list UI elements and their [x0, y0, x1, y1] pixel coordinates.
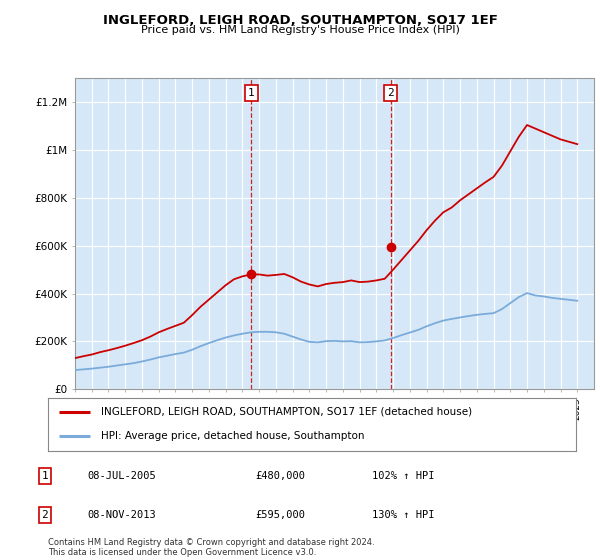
Text: 130% ↑ HPI: 130% ↑ HPI [372, 510, 434, 520]
Text: 08-NOV-2013: 08-NOV-2013 [87, 510, 156, 520]
Text: INGLEFORD, LEIGH ROAD, SOUTHAMPTON, SO17 1EF: INGLEFORD, LEIGH ROAD, SOUTHAMPTON, SO17… [103, 14, 497, 27]
Text: 08-JUL-2005: 08-JUL-2005 [87, 471, 156, 481]
Text: 2: 2 [41, 510, 49, 520]
Text: Contains HM Land Registry data © Crown copyright and database right 2024.
This d: Contains HM Land Registry data © Crown c… [48, 538, 374, 557]
Text: 1: 1 [248, 88, 255, 98]
Text: £480,000: £480,000 [255, 471, 305, 481]
Text: 1: 1 [41, 471, 49, 481]
Text: HPI: Average price, detached house, Southampton: HPI: Average price, detached house, Sout… [101, 431, 364, 441]
Text: INGLEFORD, LEIGH ROAD, SOUTHAMPTON, SO17 1EF (detached house): INGLEFORD, LEIGH ROAD, SOUTHAMPTON, SO17… [101, 407, 472, 417]
Text: 102% ↑ HPI: 102% ↑ HPI [372, 471, 434, 481]
Text: 2: 2 [387, 88, 394, 98]
Text: £595,000: £595,000 [255, 510, 305, 520]
Text: Price paid vs. HM Land Registry's House Price Index (HPI): Price paid vs. HM Land Registry's House … [140, 25, 460, 35]
